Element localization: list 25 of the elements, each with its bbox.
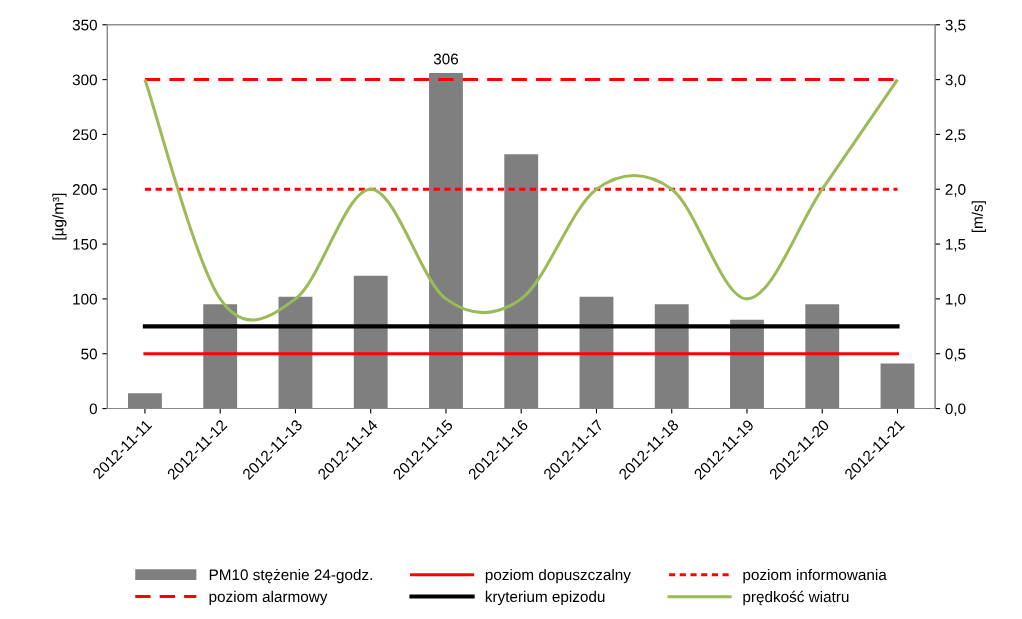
data-label: 306 bbox=[433, 53, 459, 65]
y-tick-label: 300 bbox=[72, 74, 97, 86]
y2-tick-label: 2,0 bbox=[945, 184, 966, 197]
y2-tick-label: 3,0 bbox=[945, 74, 966, 88]
y-tick-label: 250 bbox=[72, 129, 97, 141]
y2-tick-label: 2,5 bbox=[945, 129, 966, 142]
y-tick-label: 50 bbox=[81, 348, 97, 360]
legend-label: prędkość wiatru bbox=[743, 590, 849, 606]
y-tick-label: 0 bbox=[89, 403, 97, 415]
legend-label: poziom informowania bbox=[743, 568, 887, 584]
y2-tick-label: 0,0 bbox=[945, 403, 966, 417]
y2-tick-label: 1,0 bbox=[946, 293, 966, 307]
y-tick-label: 150 bbox=[73, 238, 97, 250]
legend-label: PM10 stężenie 24-godz. bbox=[209, 568, 372, 584]
y2-tick-label: 1,5 bbox=[946, 239, 966, 252]
y-axis-title: [µg/m³] bbox=[52, 193, 67, 240]
y-tick-label: 350 bbox=[72, 19, 97, 31]
y2-tick-label: 3,5 bbox=[945, 19, 966, 33]
legend-label: poziom dopuszczalny bbox=[485, 568, 631, 584]
y-tick-label: 200 bbox=[72, 184, 97, 195]
y2-tick-label: 0,5 bbox=[945, 348, 966, 362]
y2-axis-title: [m/s] bbox=[971, 201, 986, 233]
legend-label: poziom alarmowy bbox=[209, 590, 328, 606]
legend-label: kryterium epizodu bbox=[485, 590, 605, 606]
y-tick-label: 100 bbox=[73, 293, 97, 305]
